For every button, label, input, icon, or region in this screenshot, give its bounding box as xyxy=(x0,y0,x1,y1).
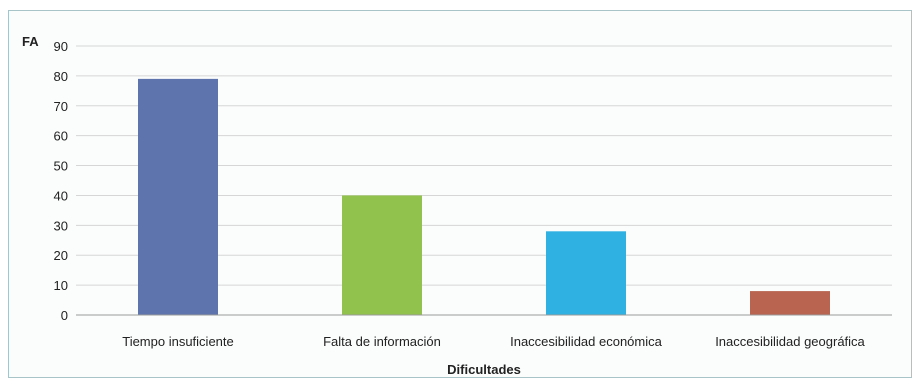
y-tick-label: 80 xyxy=(54,69,68,84)
bar xyxy=(546,231,626,315)
y-tick-label: 90 xyxy=(54,39,68,54)
y-tick-label: 50 xyxy=(54,159,68,174)
bar xyxy=(138,78,218,315)
y-tick-label: 30 xyxy=(54,218,68,233)
bar xyxy=(342,195,422,315)
y-tick-label: 60 xyxy=(54,129,68,144)
y-tick-label: 20 xyxy=(54,248,68,263)
x-category-label: Tiempo insuficiente xyxy=(122,334,234,349)
y-tick-label: 10 xyxy=(54,278,68,293)
bars xyxy=(138,78,830,315)
y-axis-ticks: 0 10 20 30 40 50 60 70 80 90 xyxy=(54,39,68,323)
x-category-label: Falta de información xyxy=(323,334,441,349)
y-tick-label: 70 xyxy=(54,99,68,114)
x-category-label: Inaccesibilidad económica xyxy=(510,334,663,349)
x-axis-title: Dificultades xyxy=(447,362,521,377)
y-tick-label: 0 xyxy=(61,308,68,323)
y-tick-label: 40 xyxy=(54,188,68,203)
x-axis-categories: Tiempo insuficiente Falta de información I… xyxy=(122,334,865,349)
x-category-label: Inaccesibilidad geográfica xyxy=(715,334,865,349)
y-axis-title: FA xyxy=(22,34,39,49)
bar xyxy=(750,291,830,315)
